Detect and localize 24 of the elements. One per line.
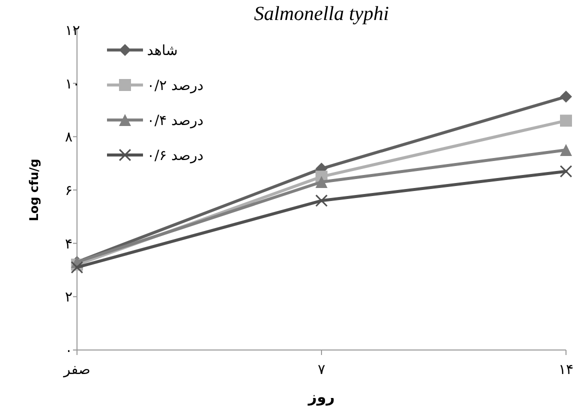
legend-label: ۰/۴ درصد [147, 113, 204, 129]
y-tick-label: ۲ [65, 290, 73, 306]
x-tick-label: ۷ [318, 362, 326, 378]
point [560, 114, 572, 127]
y-tick-label: ۱۰ [65, 76, 80, 92]
point [560, 165, 572, 178]
point [71, 261, 83, 274]
y-tick-label: ۰ [65, 343, 73, 359]
y-tick-label: ۸ [65, 130, 73, 146]
x-tick-label: صفر [62, 362, 90, 378]
y-tick-label: ۶ [65, 183, 73, 199]
point [316, 194, 328, 207]
x-axis-title: روز [307, 388, 335, 406]
point [560, 90, 572, 103]
y-tick-label: ۱۲ [65, 23, 80, 39]
legend-label: ۰/۲ درصد [147, 78, 204, 94]
legend-label: ۰/۶ درصد [147, 148, 204, 164]
point [316, 176, 328, 188]
y-axis-title: Log cfu/g [27, 158, 41, 222]
y-tick-label: ۴ [65, 236, 73, 252]
legend-label: شاهد [147, 43, 178, 59]
chart-title: Salmonella typhi [254, 3, 389, 25]
x-tick-label: ۱۴ [558, 362, 574, 378]
point [560, 144, 572, 156]
